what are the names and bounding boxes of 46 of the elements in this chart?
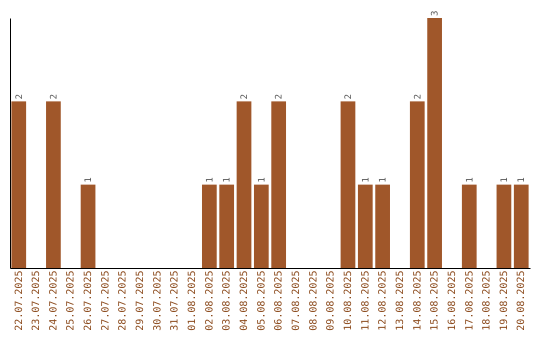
- x-tick-label: 01.08.2025: [187, 270, 198, 331]
- x-tick-label: 18.08.2025: [482, 270, 493, 331]
- x-tick-label: 05.08.2025: [256, 270, 268, 331]
- x-tick-label: 27.07.2025: [100, 270, 112, 331]
- x-tick-label: 29.07.2025: [135, 270, 146, 331]
- x-tick-label: 14.08.2025: [412, 270, 424, 331]
- x-tick-label: 06.08.2025: [274, 270, 285, 331]
- x-tick-label: 20.08.2025: [516, 270, 528, 331]
- data-label: 1: [222, 177, 233, 183]
- x-tick-label: 11.08.2025: [360, 270, 372, 331]
- x-tick-label: 24.07.2025: [48, 270, 60, 331]
- data-label: 1: [361, 177, 372, 183]
- data-label: 2: [274, 94, 285, 100]
- data-label: 2: [344, 94, 354, 100]
- data-label: 2: [413, 94, 424, 100]
- data-label: 1: [205, 177, 216, 183]
- x-tick-label: 28.07.2025: [118, 270, 129, 331]
- x-tick-label: 17.08.2025: [464, 270, 476, 331]
- data-label: 2: [49, 94, 60, 100]
- x-tick-label: 02.08.2025: [204, 270, 216, 331]
- data-label: 1: [378, 177, 389, 183]
- x-tick-label: 19.08.2025: [498, 270, 510, 331]
- x-tick-label: 04.08.2025: [239, 270, 250, 331]
- x-tick-label: 12.08.2025: [378, 270, 389, 331]
- data-label: 1: [257, 177, 268, 183]
- x-tick-label: 22.07.2025: [14, 270, 25, 331]
- x-tick-label: 26.07.2025: [83, 270, 94, 331]
- x-tick-label: 03.08.2025: [222, 270, 233, 331]
- data-label: 1: [517, 177, 528, 183]
- x-tick-label: 09.08.2025: [326, 270, 337, 331]
- data-label: 1: [500, 177, 510, 183]
- x-tick-label: 31.07.2025: [170, 270, 181, 331]
- x-tick-label: 15.08.2025: [430, 270, 441, 331]
- data-label: 2: [240, 94, 250, 100]
- data-label: 1: [84, 177, 94, 183]
- x-tick-label: 08.08.2025: [308, 270, 320, 331]
- data-label: 2: [14, 94, 25, 100]
- data-label: 3: [430, 10, 441, 16]
- x-tick-label: 13.08.2025: [394, 270, 406, 331]
- x-tick-label: 07.08.2025: [290, 270, 302, 331]
- x-tick-label: 16.08.2025: [446, 270, 458, 331]
- x-tick-label: 30.07.2025: [152, 270, 164, 331]
- x-tick-label: 23.07.2025: [31, 270, 42, 331]
- x-tick-label: 10.08.2025: [342, 270, 354, 331]
- data-label: 1: [465, 177, 476, 183]
- x-tick-label: 25.07.2025: [66, 270, 77, 331]
